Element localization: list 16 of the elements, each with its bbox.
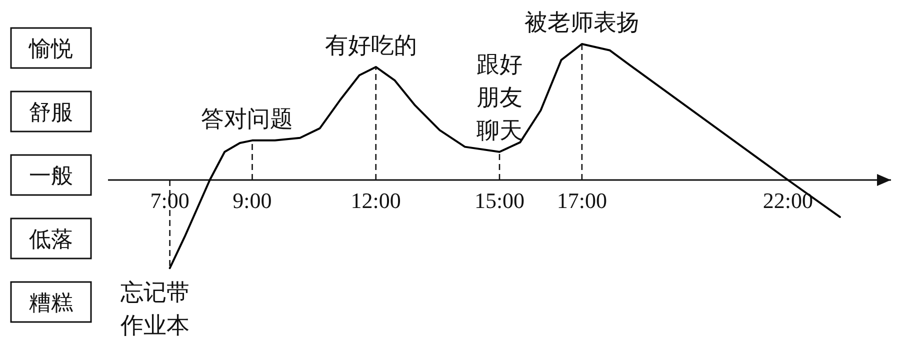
annotation: 跟好朋友聊天 bbox=[476, 52, 522, 143]
x-tick-label: 9:00 bbox=[232, 188, 272, 213]
level-label: 舒服 bbox=[10, 90, 92, 132]
level-label: 愉悦 bbox=[10, 27, 92, 69]
level-label: 糟糕 bbox=[10, 281, 92, 323]
annotation: 被老师表扬 bbox=[524, 10, 640, 35]
x-tick-label: 12:00 bbox=[350, 188, 401, 213]
annotation: 有好吃的 bbox=[324, 32, 417, 58]
level-label: 一般 bbox=[10, 154, 92, 196]
x-tick-label: 17:00 bbox=[556, 188, 607, 213]
annotation: 答对问题 bbox=[201, 106, 294, 132]
x-tick-label: 15:00 bbox=[474, 188, 525, 213]
x-tick-label: 7:00 bbox=[150, 188, 190, 213]
x-tick-label: 22:00 bbox=[762, 188, 814, 213]
level-label: 低落 bbox=[10, 218, 92, 260]
annotation: 忘记带作业本 bbox=[119, 280, 190, 338]
